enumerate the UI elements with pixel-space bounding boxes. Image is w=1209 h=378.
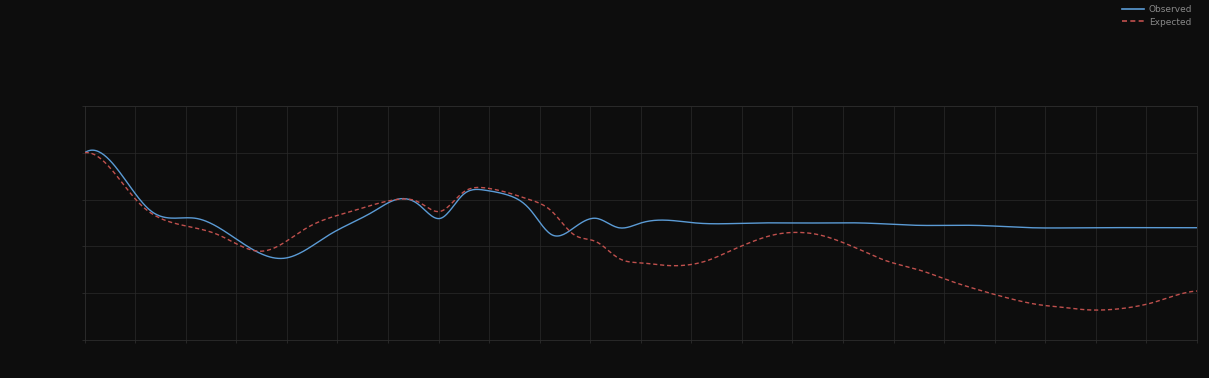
Legend: Observed, Expected: Observed, Expected bbox=[1122, 5, 1192, 26]
